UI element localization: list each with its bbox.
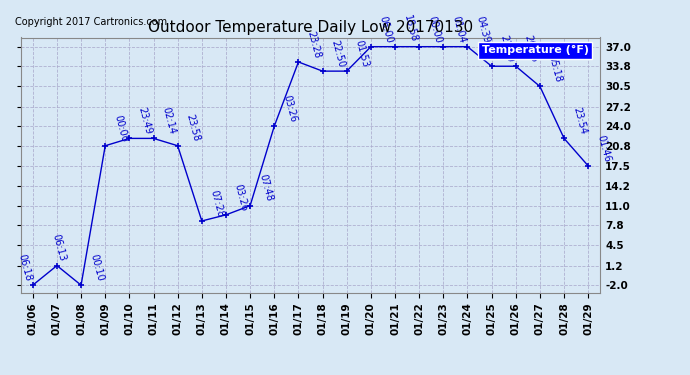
Text: 01:04: 01:04 (451, 15, 467, 44)
Text: 23:58: 23:58 (185, 113, 201, 143)
Text: Copyright 2017 Cartronics.com: Copyright 2017 Cartronics.com (15, 17, 167, 27)
Text: 06:18: 06:18 (16, 253, 33, 282)
Text: 00:00: 00:00 (112, 114, 129, 143)
Text: 18:58: 18:58 (402, 14, 419, 44)
Text: 20:05: 20:05 (523, 34, 540, 63)
Text: 04:39: 04:39 (475, 15, 491, 44)
Text: 07:28: 07:28 (209, 189, 226, 218)
Text: 23:19: 23:19 (499, 34, 515, 63)
Text: Temperature (°F): Temperature (°F) (482, 45, 589, 55)
Text: 02:14: 02:14 (161, 106, 177, 136)
Text: 00:10: 00:10 (88, 253, 105, 282)
Text: 06:00: 06:00 (378, 15, 395, 44)
Text: 01:53: 01:53 (354, 39, 371, 68)
Text: 03:26: 03:26 (233, 183, 250, 212)
Text: 05:18: 05:18 (547, 54, 564, 84)
Text: 07:48: 07:48 (257, 173, 274, 203)
Text: 01:46: 01:46 (595, 134, 612, 163)
Text: 23:54: 23:54 (571, 106, 588, 136)
Text: 23:49: 23:49 (137, 106, 153, 136)
Text: 06:13: 06:13 (50, 233, 67, 263)
Text: 23:28: 23:28 (306, 30, 322, 59)
Title: Outdoor Temperature Daily Low 20170130: Outdoor Temperature Daily Low 20170130 (148, 20, 473, 35)
Text: 03:26: 03:26 (282, 94, 298, 123)
Text: 00:00: 00:00 (426, 15, 443, 44)
Text: 22:50: 22:50 (330, 39, 346, 68)
